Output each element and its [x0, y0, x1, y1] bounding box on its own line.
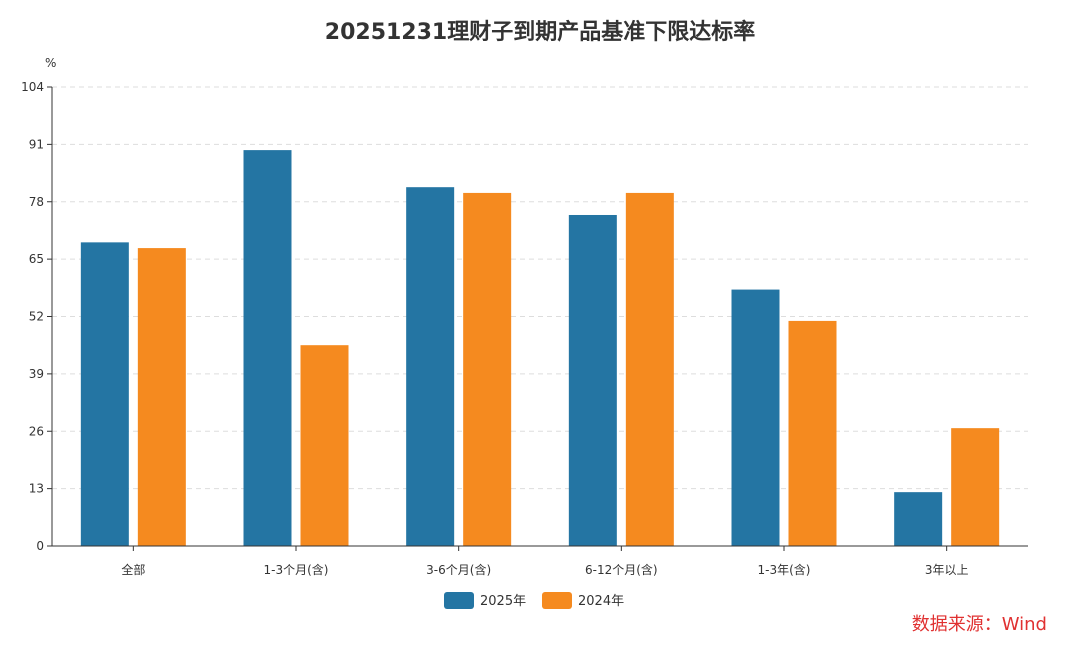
y-tick-label: 13	[29, 482, 44, 496]
x-tick-label: 3-6个月(含)	[426, 562, 491, 577]
legend-swatch	[444, 592, 474, 609]
y-tick-label: 65	[29, 252, 44, 266]
x-tick-label: 1-3年(含)	[758, 562, 811, 577]
bar-series2[interactable]	[300, 345, 349, 546]
grid-lines	[52, 86, 1028, 490]
y-tick-label: 78	[29, 195, 44, 209]
x-tick-label: 全部	[121, 562, 145, 577]
y-tick-label: 91	[29, 137, 44, 151]
legend-item[interactable]: 2024年	[542, 592, 624, 609]
chart-title: 20251231理财子到期产品基准下限达标率	[324, 20, 756, 45]
bar-series2[interactable]	[788, 320, 837, 546]
bar-series2[interactable]	[625, 192, 674, 546]
y-tick-label: 39	[29, 367, 44, 381]
y-tick-label: 104	[21, 80, 44, 94]
bar-series2[interactable]	[951, 428, 1000, 546]
legend-label: 2024年	[578, 594, 624, 609]
tick-labels: 0 13 26 39 52 65 78 91 104 全部 1-3个月(含) 3-6个月(含) 6-12…	[21, 80, 968, 577]
bar-series1[interactable]	[894, 492, 943, 546]
bar-series1[interactable]	[243, 150, 292, 547]
y-tick-label: 52	[29, 310, 44, 324]
bar-series1[interactable]	[406, 187, 455, 546]
bar-series1[interactable]	[80, 242, 129, 546]
bar-series2[interactable]	[463, 192, 512, 546]
legend-swatch	[542, 592, 572, 609]
y-tick-label: 0	[36, 539, 44, 553]
y-axis-unit-label: %	[45, 56, 56, 70]
x-tick-label: 6-12个月(含)	[585, 562, 658, 577]
bars	[80, 150, 1000, 547]
y-tick-label: 26	[29, 424, 44, 438]
bar-series1[interactable]	[731, 289, 780, 546]
legend[interactable]: 2025年 2024年	[444, 592, 624, 609]
axes	[47, 86, 1028, 551]
source-note: 数据来源：Wind	[911, 614, 1047, 635]
bar-series2[interactable]	[137, 248, 186, 546]
legend-label: 2025年	[480, 594, 526, 609]
legend-item[interactable]: 2025年	[444, 592, 526, 609]
x-tick-label: 3年以上	[925, 563, 969, 577]
x-tick-label: 1-3个月(含)	[264, 562, 329, 577]
bar-series1[interactable]	[568, 214, 617, 546]
